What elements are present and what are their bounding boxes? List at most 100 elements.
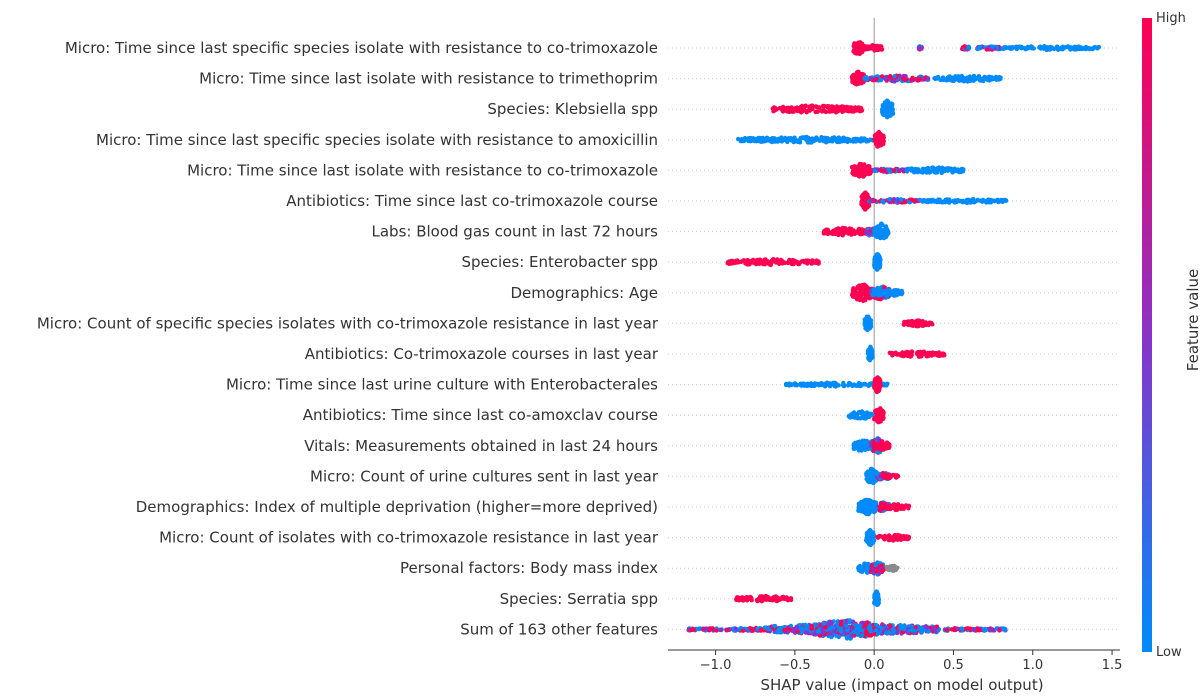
shap-point — [867, 231, 872, 236]
shap-point — [729, 258, 734, 264]
shap-point — [982, 628, 987, 633]
shap-point — [879, 44, 884, 49]
shap-point — [858, 416, 863, 421]
shap-point — [859, 201, 864, 207]
shap-point — [767, 262, 772, 267]
feature-label: Species: Klebsiella spp — [487, 100, 658, 118]
feature-label: Micro: Count of urine cultures sent in l… — [310, 467, 659, 485]
shap-point — [904, 169, 910, 174]
shap-point — [888, 623, 893, 629]
shap-point — [785, 105, 791, 111]
shap-point — [872, 502, 877, 507]
shap-point — [849, 633, 854, 638]
colorbar-title: Feature value — [1184, 269, 1202, 371]
shap-point — [884, 630, 889, 636]
shap-point — [762, 257, 767, 263]
shap-point — [873, 622, 879, 628]
shap-point — [795, 139, 801, 145]
shap-point — [876, 288, 881, 293]
shap-point — [966, 46, 972, 51]
shap-point — [908, 354, 913, 359]
shap-point — [920, 169, 925, 174]
shap-point — [816, 627, 822, 633]
shap-point — [881, 232, 886, 237]
colorbar-gradient — [1142, 18, 1152, 652]
shap-point — [961, 167, 966, 172]
shap-point — [880, 445, 886, 451]
shap-point — [881, 473, 887, 478]
shap-point — [857, 78, 863, 83]
row-gridlines — [668, 47, 1120, 630]
shap-point — [886, 472, 892, 477]
shap-point — [800, 625, 805, 631]
shap-point — [1042, 46, 1048, 51]
shap-point — [872, 416, 877, 421]
shap-point — [962, 76, 967, 82]
shap-point — [826, 139, 831, 144]
shap-point — [714, 628, 719, 633]
shap-point — [860, 171, 866, 176]
shap-point — [850, 287, 856, 293]
shap-point — [892, 79, 897, 84]
shap-point — [984, 47, 989, 52]
shap-point — [1081, 46, 1086, 51]
shap-point — [872, 507, 878, 512]
shap-point — [887, 169, 893, 174]
shap-point — [868, 168, 874, 174]
shap-point — [1067, 45, 1072, 50]
shap-point — [902, 534, 907, 539]
shap-point — [836, 107, 842, 113]
shap-point — [745, 595, 750, 601]
shap-point — [875, 631, 881, 636]
shap-point — [799, 104, 804, 110]
shap-point — [849, 226, 854, 232]
feature-label: Species: Serratia spp — [500, 590, 658, 608]
shap-point — [863, 629, 869, 634]
shap-point — [923, 624, 929, 629]
shap-point — [962, 44, 967, 49]
shap-point — [1001, 626, 1006, 631]
shap-point — [872, 592, 878, 598]
shap-point — [874, 444, 879, 449]
shap-point — [822, 103, 827, 109]
shap-point — [856, 170, 862, 175]
shap-point — [868, 76, 874, 81]
shap-point — [782, 627, 787, 633]
shap-point — [781, 259, 786, 265]
shap-point — [932, 166, 937, 172]
shap-point — [862, 381, 867, 387]
shap-point — [748, 626, 754, 631]
feature-label: Micro: Time since last urine culture wit… — [226, 376, 658, 394]
shap-point — [773, 260, 779, 265]
shap-point — [832, 380, 838, 386]
shap-point — [873, 562, 878, 568]
shap-point — [876, 437, 882, 442]
shap-point — [738, 597, 743, 602]
shap-point — [881, 289, 886, 294]
shap-point — [901, 626, 907, 632]
shap-point — [815, 109, 820, 114]
shap-point — [878, 417, 883, 422]
shap-point — [863, 207, 868, 212]
shap-point — [914, 321, 919, 326]
shap-point — [940, 351, 946, 356]
colorbar: High Low Feature value — [1142, 11, 1202, 660]
shap-point — [884, 106, 889, 112]
shap-point — [849, 232, 854, 237]
shap-point — [750, 136, 756, 141]
shap-point — [762, 625, 768, 630]
shap-point — [768, 137, 774, 143]
shap-point — [736, 136, 741, 142]
shap-point — [868, 468, 873, 473]
shap-point — [719, 627, 724, 633]
shap-point — [881, 382, 887, 388]
shap-point — [864, 538, 869, 543]
shap-point — [882, 168, 887, 173]
shap-point — [878, 534, 883, 539]
shap-point — [917, 318, 922, 324]
shap-point — [941, 166, 947, 171]
shap-point — [901, 322, 906, 327]
shap-point — [998, 75, 1003, 80]
shap-point — [819, 381, 824, 386]
shap-point — [985, 77, 990, 82]
